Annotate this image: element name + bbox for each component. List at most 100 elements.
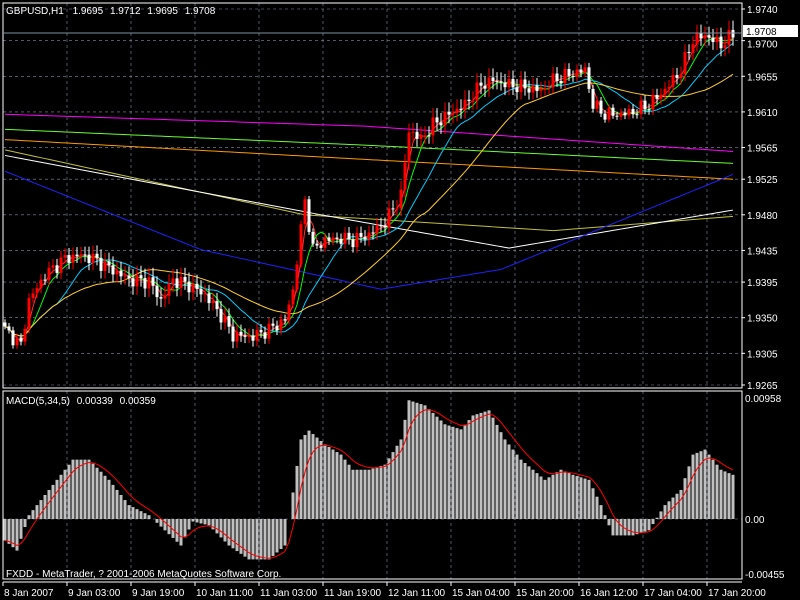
candle-body xyxy=(347,232,351,240)
macd-histogram-bar xyxy=(167,519,171,535)
macd-histogram-bar xyxy=(631,519,635,536)
time-tick-label: 11 Jan 19:00 xyxy=(324,588,382,599)
macd-histogram-bar xyxy=(103,475,107,519)
candle-body xyxy=(499,81,503,83)
macd-histogram-bar xyxy=(323,444,327,519)
candle-body xyxy=(587,67,591,89)
candle-body xyxy=(727,29,731,46)
footer-copyright: FXDD - MetaTrader, ? 2001-2006 MetaQuote… xyxy=(6,569,281,580)
macd-histogram-bar xyxy=(703,449,707,519)
time-tick-label: 11 Jan 03:00 xyxy=(260,588,318,599)
price-tick-label: 1.9525 xyxy=(747,175,778,186)
macd-histogram-bar xyxy=(335,452,339,519)
macd-histogram-bar xyxy=(271,519,275,556)
candle-body xyxy=(151,277,155,286)
chart-header: GBPUSD,H1 1.9695 1.9712 1.9695 1.9708 xyxy=(6,6,216,17)
candle-body xyxy=(87,254,91,263)
macd-histogram-bar xyxy=(247,519,251,560)
macd-histogram-bar xyxy=(543,479,547,519)
candle-body xyxy=(635,114,639,116)
candle-body xyxy=(67,255,71,263)
time-tick-label: 15 Jan 04:00 xyxy=(452,588,510,599)
macd-histogram-bar xyxy=(463,424,467,519)
candle-body xyxy=(595,100,599,109)
macd-histogram-bar xyxy=(391,452,395,519)
macd-histogram-bar xyxy=(467,420,471,519)
time-tick-label: 10 Jan 11:00 xyxy=(196,588,254,599)
macd-histogram-bar xyxy=(667,501,671,519)
candle-body xyxy=(291,289,295,305)
candle-body xyxy=(83,254,87,256)
macd-histogram-bar xyxy=(547,477,551,519)
macd-histogram-bar xyxy=(83,459,87,519)
macd-histogram-bar xyxy=(643,519,647,532)
candle-body xyxy=(331,237,335,241)
macd-histogram-bar xyxy=(303,435,307,519)
candle-body xyxy=(247,335,251,337)
candle-body xyxy=(287,304,291,321)
macd-histogram-bar xyxy=(535,473,539,519)
macd-histogram-bar xyxy=(23,519,27,527)
macd-histogram-bar xyxy=(639,519,643,533)
macd-histogram-bar xyxy=(331,449,335,519)
candle-body xyxy=(103,261,107,271)
candle-body xyxy=(315,243,319,246)
macd-histogram-bar xyxy=(123,500,127,519)
time-tick-label: 15 Jan 20:00 xyxy=(516,588,574,599)
candle-body xyxy=(731,29,735,38)
macd-histogram-bar xyxy=(267,519,271,560)
macd-histogram-bar xyxy=(455,428,459,519)
macd-histogram-bar xyxy=(243,519,247,557)
candle-body xyxy=(3,322,7,327)
macd-histogram-bar xyxy=(403,419,407,519)
macd-histogram-bar xyxy=(423,405,427,519)
candle-body xyxy=(275,325,279,331)
candle-body xyxy=(271,323,275,326)
candle-body xyxy=(647,109,651,111)
candle-body xyxy=(131,278,135,287)
candle-body xyxy=(207,293,211,304)
candle-body xyxy=(55,265,59,273)
macd-histogram-bar xyxy=(15,519,19,551)
candle-body xyxy=(359,232,363,237)
macd-histogram-bar xyxy=(27,515,31,519)
macd-histogram-bar xyxy=(443,424,447,519)
macd-histogram-bar xyxy=(75,459,79,519)
macd-panel xyxy=(3,400,735,560)
candle-body xyxy=(235,331,239,342)
candle-body xyxy=(203,293,207,295)
macd-histogram-bar xyxy=(131,507,135,519)
candle-body xyxy=(703,35,707,39)
candle-body xyxy=(143,278,147,289)
macd-histogram-bar xyxy=(659,511,663,519)
macd-histogram-bar xyxy=(215,519,219,534)
macd-tick-label: 0.00 xyxy=(745,515,765,526)
macd-histogram-bar xyxy=(523,463,527,519)
candle-body xyxy=(611,107,615,116)
candle-body xyxy=(343,232,347,244)
macd-histogram-bar xyxy=(11,519,15,548)
candle-body xyxy=(523,79,527,89)
macd-histogram-bar xyxy=(723,471,727,519)
macd-histogram-bar xyxy=(471,415,475,519)
candle-body xyxy=(503,82,507,88)
macd-histogram-bar xyxy=(551,474,555,519)
candle-body xyxy=(51,265,55,268)
macd-histogram-bar xyxy=(219,519,223,538)
macd-label: MACD(5,34,5) 0.00339 0.00359 xyxy=(6,396,156,407)
candle-body xyxy=(335,237,339,239)
macd-histogram-bar xyxy=(487,410,491,519)
macd-histogram-bar xyxy=(519,459,523,519)
current-price-label: 1.9708 xyxy=(746,27,777,38)
current-price-box xyxy=(743,25,798,37)
candle-body xyxy=(339,238,343,244)
macd-histogram-bar xyxy=(263,519,267,560)
time-tick-label: 8 Jan 2007 xyxy=(4,588,54,599)
macd-histogram-bar xyxy=(511,449,515,519)
price-tick-label: 1.9700 xyxy=(747,40,778,51)
macd-signal-value: 0.00359 xyxy=(120,396,157,407)
macd-histogram-bar xyxy=(707,454,711,519)
candle-body xyxy=(155,285,159,298)
macd-histogram-bar xyxy=(111,484,115,519)
